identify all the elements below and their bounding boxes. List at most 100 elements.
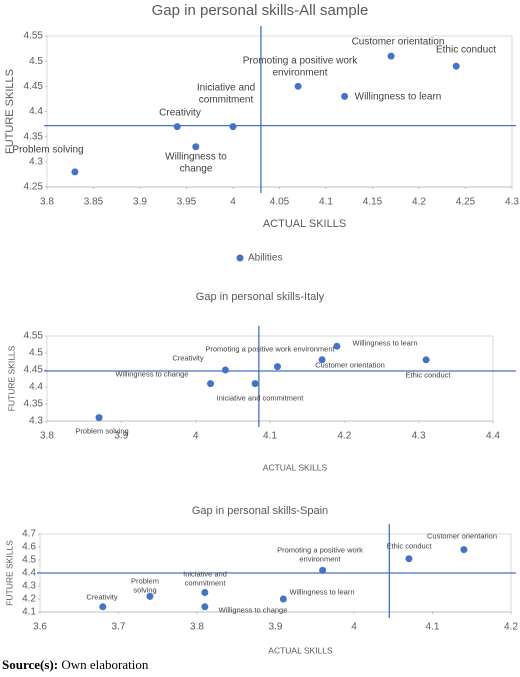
point-label: Problem solving (75, 426, 129, 436)
point (341, 92, 349, 100)
y-tick-label: 4.6 (22, 542, 36, 553)
y-tick-label: 4.45 (24, 81, 44, 92)
point-label: Creativity (86, 592, 118, 602)
point-label: Willingness to change (165, 151, 227, 175)
x-tick-label: 4.1 (263, 431, 277, 442)
point-label: Problem solving (12, 144, 84, 156)
y-tick-label: 4.5 (29, 348, 43, 359)
point (251, 380, 259, 388)
y-tick-label: 4.5 (29, 56, 43, 67)
chart-title: Gap in personal skills-Italy (196, 291, 325, 303)
chart-title: Gap in personal skills-Spain (192, 505, 328, 517)
y-tick-label: 4.4 (29, 382, 43, 393)
point (422, 356, 430, 364)
point (273, 363, 281, 371)
y-tick-label: 4.2 (22, 594, 36, 605)
x-tick-label: 4.2 (504, 622, 518, 633)
point (192, 143, 200, 151)
point-label: Iniciative and commitment (183, 569, 227, 587)
x-tick-label: 3.85 (84, 197, 104, 208)
point (452, 62, 460, 70)
x-tick-label: 3.7 (112, 622, 126, 633)
source-label: Source(s): (2, 657, 59, 672)
y-tick-label: 4.25 (24, 182, 44, 193)
x-tick-label: 4 (351, 622, 357, 633)
y-tick-label: 4.4 (29, 106, 43, 117)
source-text: Own elaboration (61, 657, 149, 672)
point (146, 592, 154, 600)
x-tick-label: 3.8 (40, 197, 54, 208)
point-label: Willingness to change (115, 369, 189, 379)
point-label: Willigness to change (218, 605, 288, 615)
y-tick-label: 4.55 (24, 331, 44, 342)
y-axis-title: FUTURE SKILLS (4, 69, 16, 154)
x-tick-label: 4 (230, 197, 236, 208)
point (201, 603, 209, 611)
y-axis-title: FUTURE SKILLS (4, 540, 14, 606)
y-axis-title: FUTURE SKILLS (6, 345, 16, 411)
y-tick-label: 4.1 (22, 607, 36, 618)
point-label: Willingness to learn (352, 338, 418, 348)
point-label: Creativity (172, 353, 204, 363)
legend-label: Abilities (248, 253, 282, 264)
x-tick-label: 4.4 (486, 431, 500, 442)
point-label: Ethic conduct (405, 370, 451, 380)
x-tick-label: 3.9 (133, 197, 147, 208)
y-tick-label: 4.3 (22, 581, 36, 592)
chart-title: Gap in personal skills-All sample (152, 2, 369, 19)
x-tick-label: 4.2 (412, 197, 426, 208)
y-tick-label: 4.3 (29, 416, 43, 427)
point (294, 82, 302, 90)
x-axis-title: ACTUAL SKILLS (263, 218, 346, 230)
point-label: Willingness to learn (289, 587, 355, 597)
x-tick-label: 4.25 (456, 197, 476, 208)
point-label: Customer orientation (351, 36, 445, 48)
legend-marker (236, 254, 244, 262)
point (173, 123, 181, 131)
x-tick-label: 3.95 (177, 197, 197, 208)
point (333, 342, 341, 350)
x-tick-label: 4.05 (270, 197, 290, 208)
point-label: Ethic conduct (435, 44, 497, 56)
x-tick-label: 3.9 (269, 622, 283, 633)
y-tick-label: 4.7 (22, 529, 36, 540)
x-tick-label: 4.2 (337, 431, 351, 442)
x-axis-title: ACTUAL SKILLS (268, 645, 333, 655)
point-label: Problem solving (131, 576, 159, 594)
x-tick-label: 3.8 (190, 622, 204, 633)
y-tick-label: 4.4 (22, 568, 36, 579)
x-tick-label: 3.8 (40, 431, 54, 442)
source: Source(s): Own elaboration (2, 657, 148, 673)
point-label: Promoting a positive work environment (205, 344, 335, 354)
x-tick-label: 4.15 (363, 197, 383, 208)
y-tick-label: 4.45 (24, 365, 44, 376)
x-tick-label: 3.9 (114, 431, 128, 442)
point (71, 168, 79, 176)
point (207, 380, 215, 388)
point-label: Customer orientation (315, 360, 385, 370)
point (405, 555, 413, 563)
y-tick-label: 4.3 (29, 156, 43, 167)
point-label: Ethic conduct (386, 541, 432, 551)
point (319, 566, 327, 574)
x-tick-label: 4.1 (426, 622, 440, 633)
y-tick-label: 4.35 (24, 399, 44, 410)
x-tick-label: 4.3 (505, 197, 519, 208)
x-tick-label: 4 (193, 431, 199, 442)
y-tick-label: 4.5 (22, 555, 36, 566)
point-label: Promoting a positive work environment (242, 55, 358, 79)
x-tick-label: 3.6 (33, 622, 47, 633)
point-label: Creativity (159, 107, 201, 119)
y-tick-label: 4.55 (24, 31, 44, 42)
point (221, 366, 229, 374)
point (201, 589, 209, 596)
point-label: Promoting a positive work environment (277, 545, 363, 563)
x-axis-title: ACTUAL SKILLS (263, 462, 328, 472)
point (229, 123, 237, 131)
point-label: Iniciative and commitment (216, 393, 304, 403)
y-tick-label: 4.35 (24, 131, 44, 142)
x-tick-label: 4.3 (412, 431, 426, 442)
point (387, 52, 395, 60)
point (318, 356, 326, 364)
